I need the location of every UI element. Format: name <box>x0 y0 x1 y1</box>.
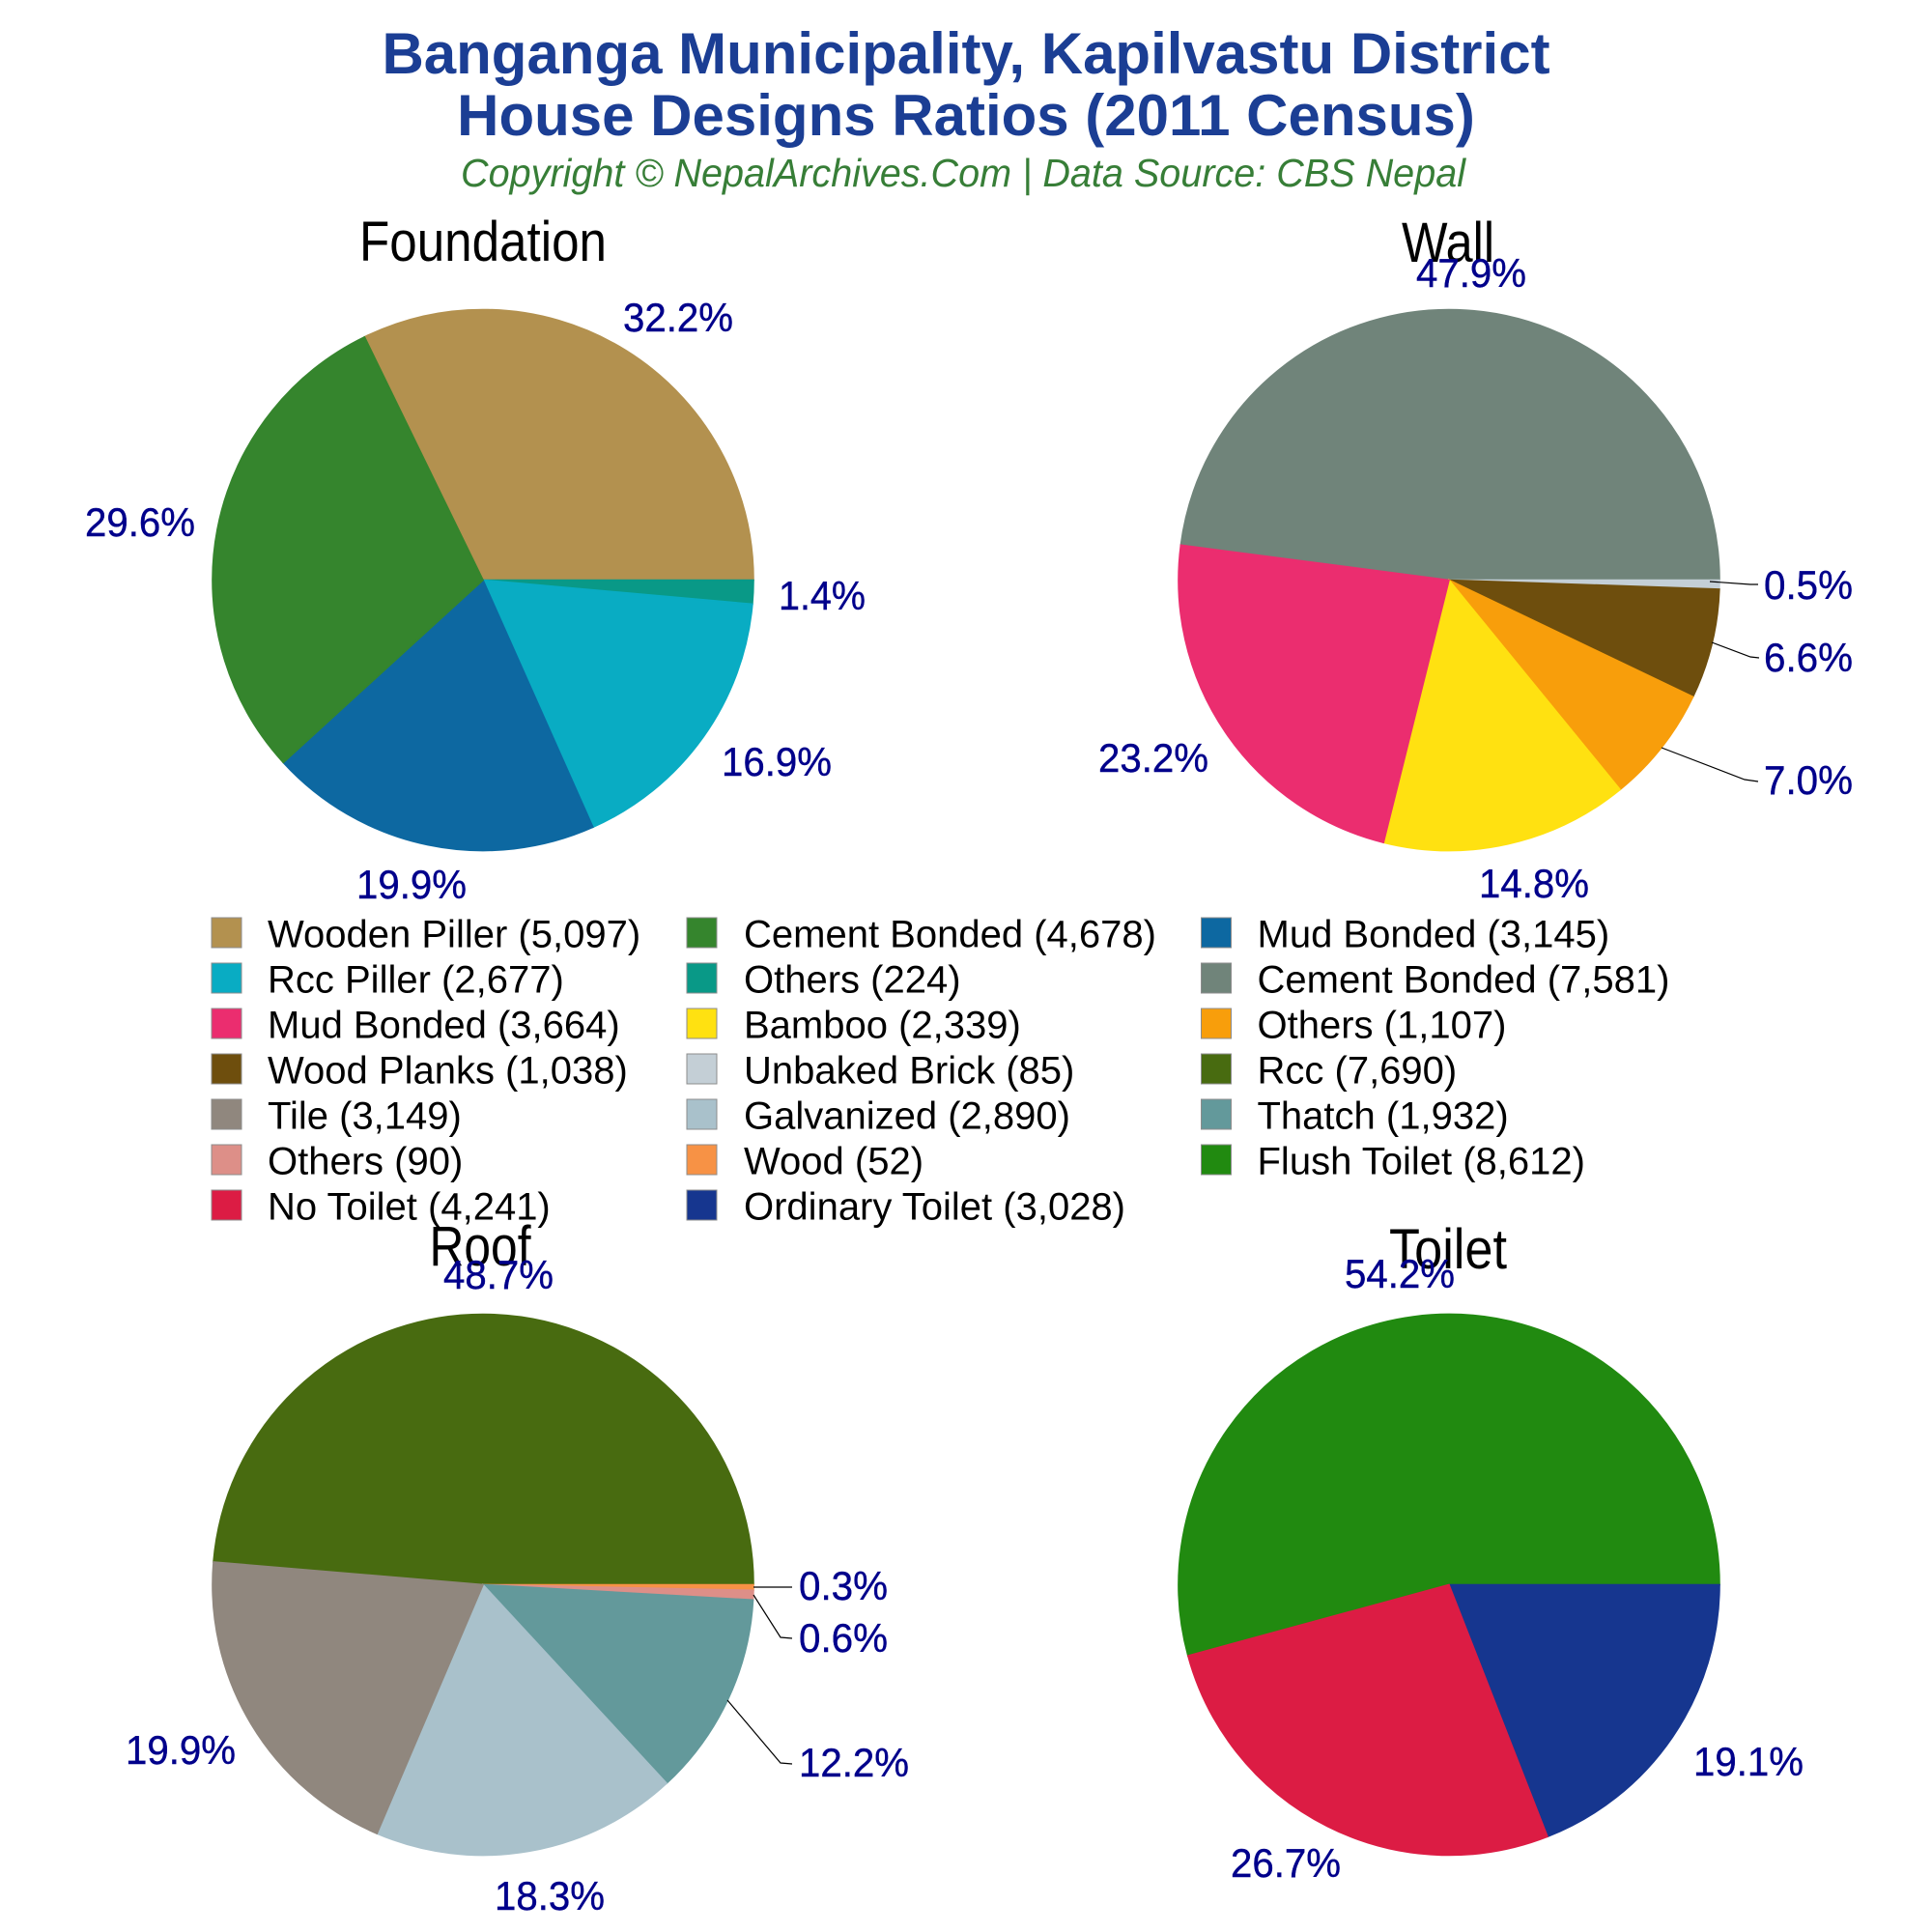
svg-text:32.2%: 32.2% <box>623 295 733 340</box>
svg-text:54.2%: 54.2% <box>1345 1251 1455 1296</box>
svg-text:No Toilet (4,241): No Toilet (4,241) <box>268 1186 551 1229</box>
svg-text:Cement Bonded (7,581): Cement Bonded (7,581) <box>1258 959 1670 1002</box>
svg-text:Galvanized (2,890): Galvanized (2,890) <box>744 1095 1070 1138</box>
svg-text:29.6%: 29.6% <box>85 499 195 545</box>
svg-text:19.9%: 19.9% <box>126 1727 236 1773</box>
svg-text:House Designs Ratios (2011 Cen: House Designs Ratios (2011 Census) <box>457 83 1475 148</box>
svg-text:Others (224): Others (224) <box>744 959 961 1002</box>
svg-text:Copyright © NepalArchives.Com: Copyright © NepalArchives.Com | Data Sou… <box>461 151 1467 195</box>
svg-text:16.9%: 16.9% <box>722 739 832 784</box>
svg-text:Flush Toilet (8,612): Flush Toilet (8,612) <box>1258 1141 1585 1183</box>
svg-text:Wooden Piller (5,097): Wooden Piller (5,097) <box>268 914 640 956</box>
svg-text:Cement Bonded (4,678): Cement Bonded (4,678) <box>744 914 1156 956</box>
svg-text:19.9%: 19.9% <box>356 862 467 907</box>
svg-text:Rcc Piller (2,677): Rcc Piller (2,677) <box>268 959 564 1002</box>
svg-text:0.6%: 0.6% <box>799 1615 888 1661</box>
svg-text:Banganga Municipality, Kapilva: Banganga Municipality, Kapilvastu Distri… <box>382 21 1549 86</box>
svg-text:Others (90): Others (90) <box>268 1141 463 1183</box>
svg-text:Tile (3,149): Tile (3,149) <box>268 1095 462 1138</box>
svg-text:18.3%: 18.3% <box>495 1873 605 1918</box>
svg-text:Toilet: Toilet <box>1389 1218 1507 1281</box>
svg-text:Wall: Wall <box>1402 212 1494 274</box>
svg-text:23.2%: 23.2% <box>1098 735 1208 781</box>
svg-text:Rcc (7,690): Rcc (7,690) <box>1258 1050 1458 1093</box>
svg-text:6.6%: 6.6% <box>1764 635 1853 680</box>
svg-text:Wood (52): Wood (52) <box>744 1141 923 1183</box>
svg-text:0.3%: 0.3% <box>799 1563 888 1608</box>
svg-text:Mud Bonded (3,145): Mud Bonded (3,145) <box>1258 914 1610 956</box>
svg-text:26.7%: 26.7% <box>1231 1840 1341 1886</box>
svg-text:1.4%: 1.4% <box>779 573 866 618</box>
svg-text:0.5%: 0.5% <box>1764 562 1853 608</box>
svg-text:Bamboo (2,339): Bamboo (2,339) <box>744 1005 1021 1047</box>
svg-text:Foundation: Foundation <box>359 211 607 273</box>
svg-text:Thatch (1,932): Thatch (1,932) <box>1258 1095 1509 1138</box>
svg-text:7.0%: 7.0% <box>1764 757 1853 803</box>
svg-text:Wood Planks (1,038): Wood Planks (1,038) <box>268 1050 628 1093</box>
svg-text:Mud Bonded (3,664): Mud Bonded (3,664) <box>268 1005 620 1047</box>
svg-text:Others (1,107): Others (1,107) <box>1258 1005 1507 1047</box>
svg-text:47.9%: 47.9% <box>1416 250 1526 296</box>
svg-text:Ordinary Toilet (3,028): Ordinary Toilet (3,028) <box>744 1186 1125 1229</box>
svg-text:48.7%: 48.7% <box>443 1252 554 1297</box>
svg-text:Unbaked Brick (85): Unbaked Brick (85) <box>744 1050 1074 1093</box>
svg-text:Roof: Roof <box>430 1215 532 1278</box>
svg-text:12.2%: 12.2% <box>799 1740 909 1785</box>
svg-text:14.8%: 14.8% <box>1479 861 1589 906</box>
svg-text:19.1%: 19.1% <box>1693 1739 1804 1784</box>
